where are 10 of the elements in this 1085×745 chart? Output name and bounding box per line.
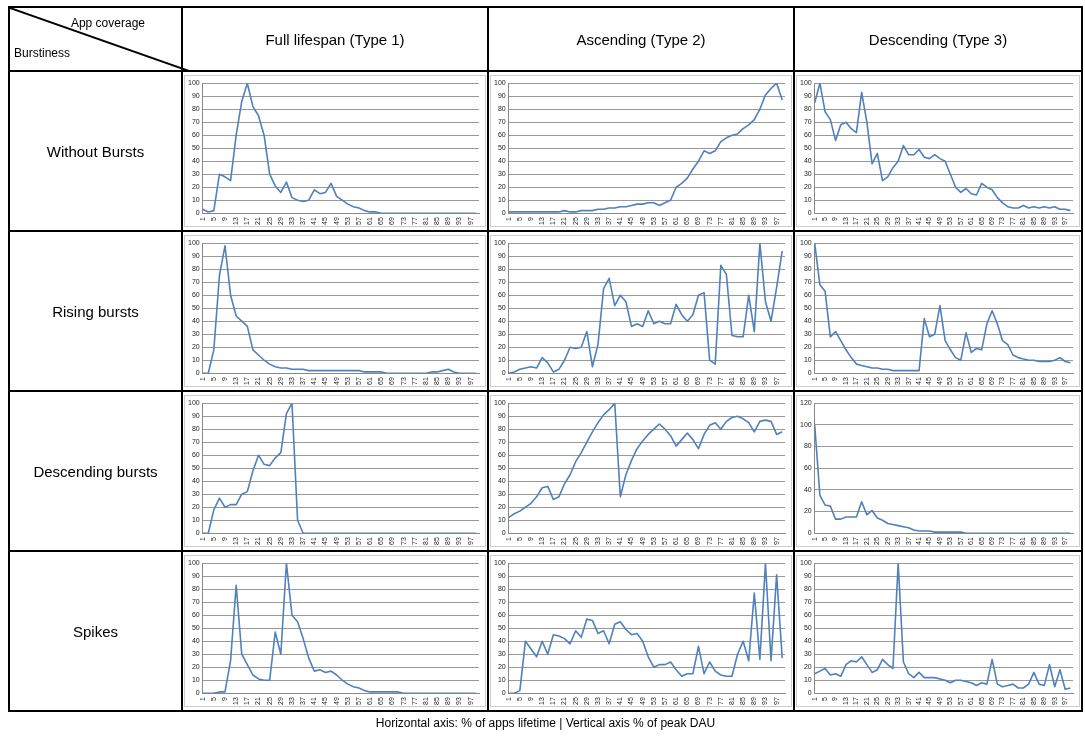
text: Without Bursts — [9, 71, 182, 231]
text: Descending (Type 3) — [794, 7, 1082, 71]
text: Spikes — [9, 551, 182, 711]
text: Rising bursts — [9, 231, 182, 391]
text: Ascending (Type 2) — [488, 7, 794, 71]
text: Burstiness — [14, 46, 71, 60]
text: Horizontal axis: % of apps lifetime | Vertical axis % of peak DAU — [374, 716, 717, 730]
text: Full lifespan (Type 1) — [182, 7, 488, 71]
text: App coverage — [70, 16, 145, 30]
text: Descending bursts — [9, 391, 182, 551]
